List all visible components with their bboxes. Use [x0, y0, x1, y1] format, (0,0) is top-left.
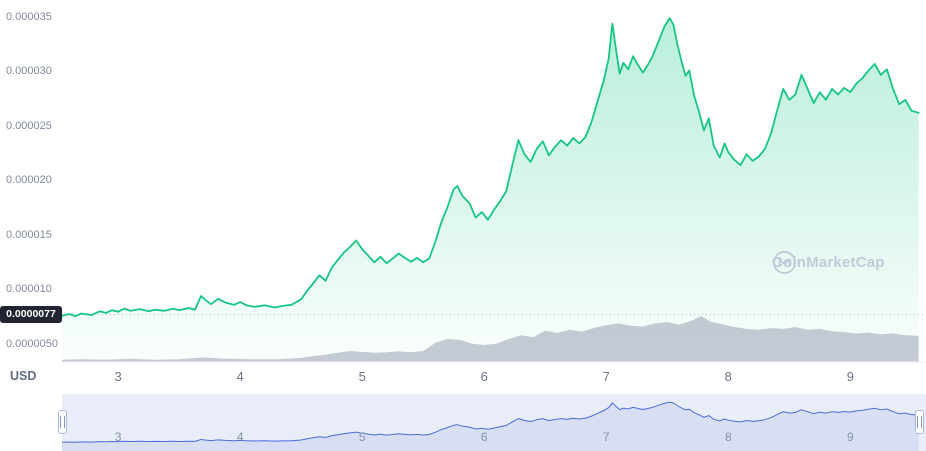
navigator-date-label: 9 — [846, 430, 854, 444]
y-axis-label: 0.000025 — [6, 119, 52, 132]
x-axis-label: 7 — [602, 369, 610, 384]
y-axis-label: 0.000020 — [6, 174, 52, 186]
x-axis-label: 9 — [846, 369, 854, 384]
grip-icon — [60, 416, 65, 428]
x-axis-label: 4 — [236, 369, 244, 384]
y-axis-label: 0.000010 — [6, 283, 52, 295]
navigator-date-label: 5 — [358, 430, 366, 444]
y-axis-label: 0.0000050 — [6, 337, 58, 350]
watermark: CoinMarketCap — [772, 251, 885, 274]
x-axis-label: 6 — [480, 369, 488, 384]
navigator-date-label: 3 — [114, 430, 122, 444]
navigator-chart[interactable] — [0, 394, 926, 451]
x-axis-label: 8 — [724, 369, 732, 384]
navigator-date-label: 6 — [480, 430, 488, 444]
grip-icon — [917, 416, 922, 428]
navigator-area-fill — [62, 402, 919, 451]
navigator-date-label: 4 — [236, 430, 244, 444]
reference-price-badge: 0.0000077 — [0, 306, 62, 324]
price-area-fill — [62, 18, 919, 362]
navigator-handle-right[interactable] — [915, 410, 924, 434]
price-line — [61, 17, 920, 318]
volume-area — [62, 316, 919, 362]
navigator-line — [61, 401, 919, 443]
x-axis-label: 5 — [358, 369, 366, 384]
y-axis-label: 0.000035 — [6, 10, 52, 23]
navigator-date-label: 8 — [724, 430, 732, 444]
watermark-brand-text: CoinMarketCap — [772, 254, 885, 271]
y-axis-label: 0.000015 — [6, 228, 52, 241]
currency-unit-label[interactable]: USD — [10, 369, 37, 383]
coinmarketcap-logo-icon — [773, 251, 796, 274]
navigator-handle-left[interactable] — [58, 410, 67, 434]
x-axis-label: 3 — [114, 369, 122, 384]
navigator-background[interactable] — [62, 394, 926, 451]
y-axis-label: 0.000030 — [6, 65, 52, 77]
navigator-date-label: 7 — [602, 430, 610, 444]
price-chart[interactable] — [0, 0, 926, 394]
